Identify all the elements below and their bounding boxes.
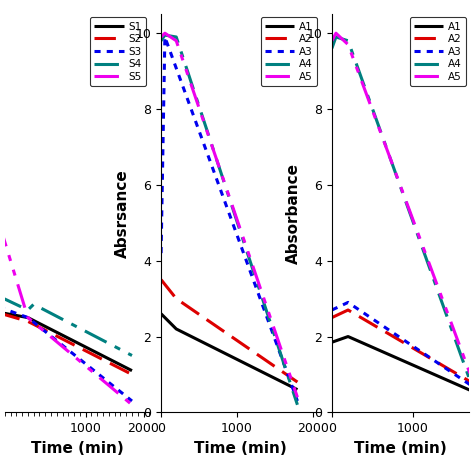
A4 (162, 32, 168, 38)
A3 (329, 307, 335, 313)
A4 (173, 34, 179, 40)
S4 (129, 353, 135, 358)
Line: A2: A2 (161, 280, 297, 382)
A5 (162, 30, 168, 36)
A5 (333, 30, 339, 36)
A2 (329, 315, 335, 320)
A4 (345, 38, 351, 44)
A5 (345, 42, 351, 47)
A2 (345, 307, 351, 313)
A5 (329, 38, 335, 44)
S5 (25, 315, 31, 320)
Y-axis label: Absorbance: Absorbance (286, 163, 301, 264)
Line: S3: S3 (0, 280, 132, 401)
X-axis label: Time (min): Time (min) (31, 441, 123, 456)
A5 (158, 34, 164, 40)
A4 (333, 34, 339, 40)
A3 (162, 34, 168, 40)
A1 (173, 326, 179, 332)
Line: A4: A4 (332, 37, 474, 401)
S3 (25, 315, 31, 320)
A2 (173, 296, 179, 301)
A1 (345, 334, 351, 339)
A1 (294, 387, 300, 392)
Line: A4: A4 (161, 35, 297, 405)
S1 (25, 315, 31, 320)
A3 (345, 300, 351, 305)
Line: S2: S2 (0, 291, 132, 374)
Line: A5: A5 (332, 33, 474, 393)
Line: A1: A1 (161, 314, 297, 390)
A1 (329, 339, 335, 345)
S2 (25, 319, 31, 324)
Y-axis label: Absrsance: Absrsance (115, 169, 130, 258)
Line: A5: A5 (161, 33, 297, 397)
Legend: S1, S2, S3, S4, S5: S1, S2, S3, S4, S5 (90, 18, 146, 86)
Line: A2: A2 (332, 310, 474, 386)
X-axis label: Time (min): Time (min) (194, 441, 287, 456)
S5 (129, 402, 135, 408)
S2 (129, 372, 135, 377)
A3 (158, 250, 164, 256)
Line: A3: A3 (161, 37, 297, 401)
Line: S1: S1 (0, 299, 132, 371)
A4 (329, 46, 335, 51)
X-axis label: Time (min): Time (min) (354, 441, 447, 456)
Line: S4: S4 (0, 261, 132, 356)
S4 (25, 307, 31, 313)
A2 (158, 277, 164, 283)
A5 (173, 38, 179, 44)
S4 (31, 301, 36, 307)
A2 (294, 379, 300, 385)
A3 (294, 398, 300, 404)
Legend: A1, A2, A3, A4, A5: A1, A2, A3, A4, A5 (410, 18, 466, 86)
A4 (294, 402, 300, 408)
S3 (129, 398, 135, 404)
Line: S5: S5 (0, 33, 132, 405)
A1 (158, 311, 164, 317)
Line: A1: A1 (332, 337, 474, 393)
S1 (129, 368, 135, 374)
A5 (294, 394, 300, 400)
A4 (158, 38, 164, 44)
Line: A3: A3 (332, 302, 474, 390)
Legend: A1, A2, A3, A4, A5: A1, A2, A3, A4, A5 (261, 18, 317, 86)
